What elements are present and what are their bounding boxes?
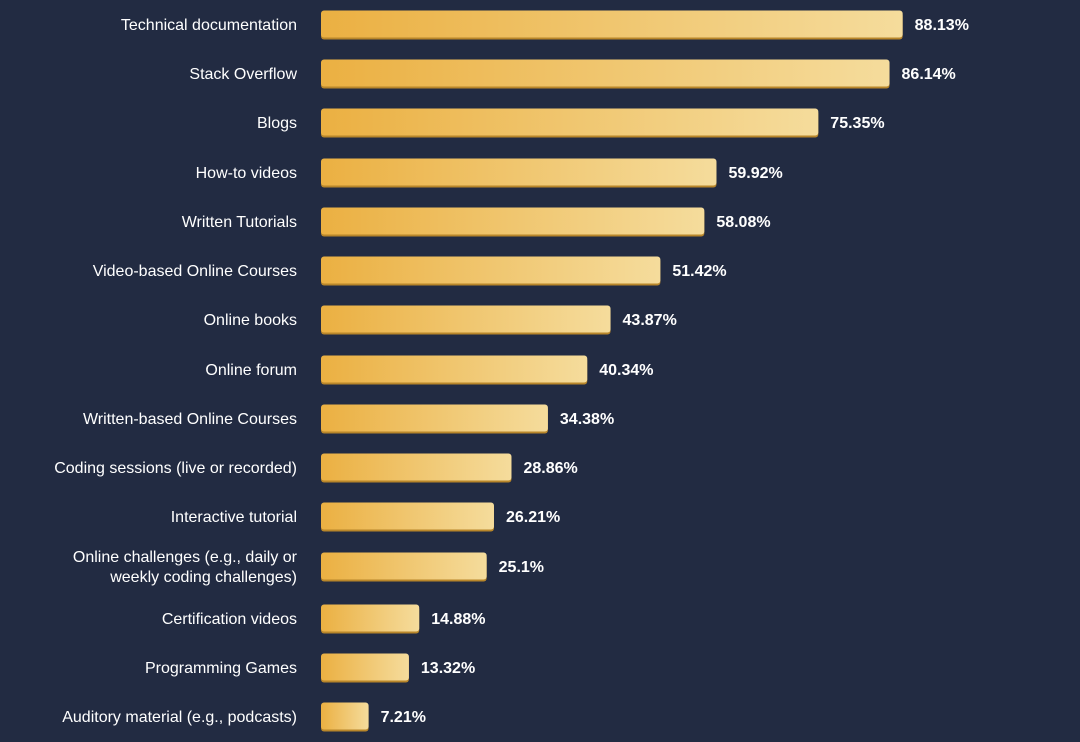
bar-row: Written-based Online Courses 34.38% [83, 404, 614, 434]
bar-row: Certification videos 14.88% [162, 604, 485, 634]
category-label: Certification videos [162, 611, 297, 628]
value-label: 59.92% [728, 165, 782, 182]
value-label: 86.14% [902, 66, 956, 83]
category-label: Video-based Online Courses [93, 263, 297, 280]
value-label: 13.32% [421, 660, 475, 677]
category-label: Stack Overflow [189, 66, 297, 83]
bar [321, 158, 717, 186]
bar [321, 453, 512, 481]
value-label: 14.88% [431, 611, 485, 628]
category-label: Online forum [205, 362, 297, 379]
bar [321, 59, 890, 87]
bar [321, 207, 705, 235]
bar [321, 10, 903, 38]
bar [321, 552, 487, 580]
bar-row: Online books 43.87% [204, 305, 677, 335]
category-label: Blogs [257, 115, 297, 132]
value-label: 25.1% [499, 559, 544, 576]
category-label: Programming Games [145, 660, 297, 677]
bar-row: Stack Overflow 86.14% [189, 59, 956, 89]
bar-row: Video-based Online Courses 51.42% [93, 256, 727, 286]
category-label: Auditory material (e.g., podcasts) [62, 709, 297, 726]
bar [321, 108, 819, 136]
bar-row: Technical documentation 88.13% [121, 10, 969, 40]
bar [321, 502, 494, 530]
bar [321, 653, 409, 681]
bar-row: Written Tutorials 58.08% [182, 207, 771, 237]
category-label: Written Tutorials [182, 214, 297, 231]
category-label: Written-based Online Courses [83, 411, 297, 428]
bar-row: Programming Games 13.32% [145, 653, 475, 683]
bar [321, 355, 588, 383]
value-label: 26.21% [506, 509, 560, 526]
value-label: 88.13% [915, 17, 969, 34]
category-label: Coding sessions (live or recorded) [54, 460, 297, 477]
category-label: Online books [204, 312, 297, 329]
value-label: 40.34% [599, 362, 653, 379]
value-label: 43.87% [623, 312, 677, 329]
category-label: Online challenges (e.g., daily or weekly … [73, 549, 298, 586]
value-label: 34.38% [560, 411, 614, 428]
bar [321, 256, 661, 284]
value-label: 58.08% [716, 214, 770, 231]
bars-group: Technical documentation 88.13% Stack Overf… [54, 10, 969, 732]
bar-row: Interactive tutorial 26.21% [171, 502, 560, 532]
category-label: How-to videos [196, 165, 297, 182]
bar-row: How-to videos 59.92% [196, 158, 783, 188]
bar-row: Auditory material (e.g., podcasts) 7.21% [62, 702, 426, 732]
value-label: 75.35% [830, 115, 884, 132]
bar [321, 305, 611, 333]
value-label: 7.21% [381, 709, 426, 726]
bar-row: Online forum 40.34% [205, 355, 654, 385]
bar [321, 404, 548, 432]
category-label: Technical documentation [121, 17, 297, 34]
value-label: 51.42% [672, 263, 726, 280]
bar-row: Coding sessions (live or recorded) 28.86% [54, 453, 578, 483]
bar [321, 702, 369, 730]
bar [321, 604, 420, 632]
bar-row: Online challenges (e.g., daily or weekly … [73, 549, 544, 586]
value-label: 28.86% [523, 460, 577, 477]
category-label: Interactive tutorial [171, 509, 297, 526]
bar-row: Blogs 75.35% [257, 108, 885, 138]
